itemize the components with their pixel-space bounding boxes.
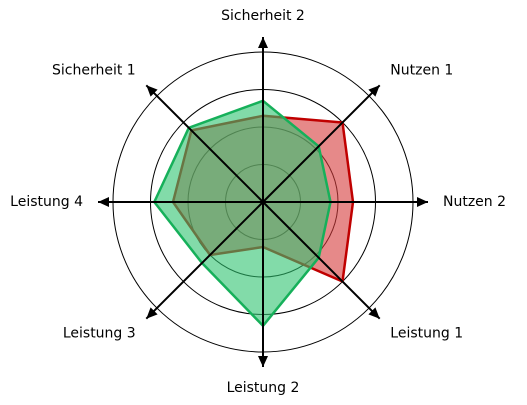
axis-label-6: Leistung 3 bbox=[63, 326, 136, 342]
axis-label-4: Leistung 1 bbox=[390, 326, 463, 342]
axis-arrowhead-4 bbox=[368, 307, 380, 319]
axis-label-2: Nutzen 1 bbox=[390, 63, 453, 79]
axis-arrowhead-1 bbox=[258, 37, 268, 48]
axis-label-7: Leistung 4 bbox=[10, 194, 83, 210]
axis-label-3: Nutzen 2 bbox=[443, 194, 506, 210]
series-layer bbox=[153, 99, 355, 328]
axis-arrowhead-3 bbox=[417, 197, 428, 207]
axis-label-1: Sicherheit 2 bbox=[221, 8, 305, 24]
axis-spoke-2 bbox=[262, 84, 381, 203]
axis-arrowhead-2 bbox=[368, 85, 380, 97]
axis-label-8: Sicherheit 1 bbox=[52, 63, 136, 79]
axis-spoke-8 bbox=[145, 84, 264, 203]
axis-spoke-4 bbox=[262, 201, 381, 320]
axis-arrowhead-5 bbox=[258, 356, 268, 367]
axis-spokes bbox=[98, 37, 428, 367]
axis-label-5: Leistung 2 bbox=[227, 380, 300, 396]
axis-arrowhead-8 bbox=[146, 85, 158, 97]
axis-arrowhead-7 bbox=[98, 197, 109, 207]
series-2-polygon bbox=[153, 99, 332, 328]
axis-spoke-6 bbox=[145, 201, 264, 320]
axis-labels: Sicherheit 2 Nutzen 1 Nutzen 2 Leistung 1 Le… bbox=[10, 8, 506, 396]
axis-arrowhead-6 bbox=[146, 307, 158, 319]
